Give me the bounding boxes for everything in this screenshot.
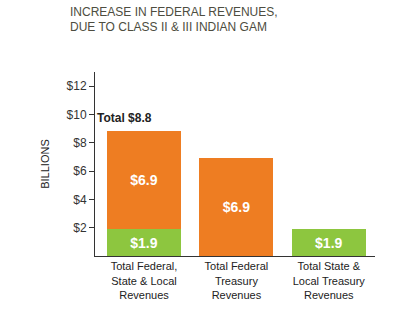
svg-text:$2: $2 [73, 221, 87, 235]
svg-text:BILLIONS: BILLIONS [39, 139, 51, 189]
svg-text:Total $8.8: Total $8.8 [97, 111, 152, 125]
svg-text:$10: $10 [67, 108, 87, 122]
svg-text:$6: $6 [73, 164, 87, 178]
svg-text:$4: $4 [73, 193, 87, 207]
svg-text:INCREASE IN FEDERAL REVENUES,D: INCREASE IN FEDERAL REVENUES,DUE TO CLAS… [70, 5, 278, 35]
svg-text:$6.9: $6.9 [130, 172, 157, 188]
svg-text:Total State &Local TreasuryRev: Total State &Local TreasuryRevenues [293, 260, 366, 301]
svg-text:Total Federal,State & LocalRev: Total Federal,State & LocalRevenues [111, 260, 178, 301]
svg-text:$1.9: $1.9 [130, 235, 157, 251]
svg-text:Total FederalTreasuryRevenues: Total FederalTreasuryRevenues [205, 260, 269, 301]
svg-text:$1.9: $1.9 [315, 235, 342, 251]
svg-text:$12: $12 [67, 79, 87, 93]
svg-text:$6.9: $6.9 [223, 199, 250, 215]
svg-text:$8: $8 [73, 136, 87, 150]
